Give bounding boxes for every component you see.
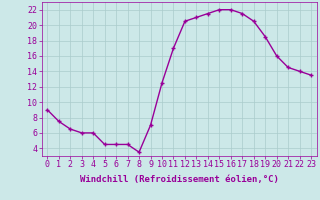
X-axis label: Windchill (Refroidissement éolien,°C): Windchill (Refroidissement éolien,°C) bbox=[80, 175, 279, 184]
